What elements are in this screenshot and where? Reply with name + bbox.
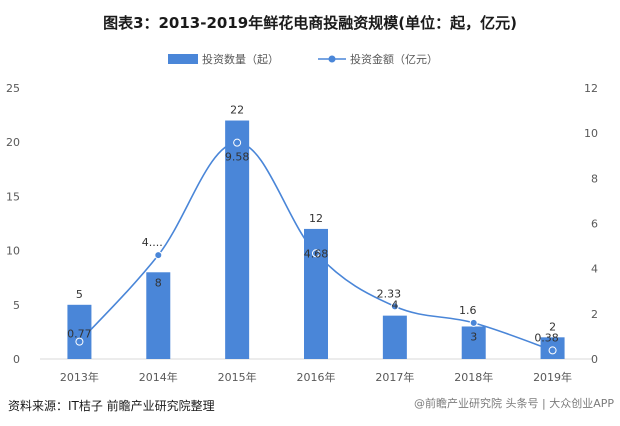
line-point [469, 318, 478, 327]
line-series [75, 138, 557, 355]
bar-value-label: 2 [549, 320, 556, 333]
y-left-tick-label: 5 [13, 299, 20, 312]
bar-value-label: 22 [230, 104, 244, 117]
y-left-tick-label: 0 [13, 353, 20, 366]
bar [382, 315, 407, 359]
line-point [75, 337, 84, 346]
legend-bar-label: 投资数量（起） [202, 52, 279, 66]
bar [67, 304, 92, 359]
bar-value-label: 5 [76, 288, 83, 301]
y-right-tick-label: 6 [591, 218, 598, 231]
y-right-tick-label: 4 [591, 263, 598, 276]
legend-line-label: 投资金额（亿元） [350, 52, 438, 66]
bar [146, 272, 171, 359]
line-value-label: 2.33 [377, 287, 402, 300]
legend: 投资数量（起） 投资金额（亿元） [168, 52, 438, 66]
line-point [390, 302, 399, 311]
y-left-tick-label: 10 [6, 245, 20, 258]
line-value-label: 9.58 [225, 151, 250, 164]
y-left-tick-label: 20 [6, 136, 20, 149]
bar-value-label: 12 [309, 212, 323, 225]
line-value-label: 4.68 [304, 247, 329, 260]
x-tick-label: 2017年 [375, 370, 414, 384]
chart-title: 图表3：2013-2019年鲜花电商投融资规模(单位：起，亿元) [103, 14, 517, 32]
x-tick-label: 2016年 [297, 370, 336, 384]
x-tick-label: 2018年 [454, 370, 493, 384]
bar-value-label: 4 [391, 299, 398, 312]
line-point [312, 249, 320, 258]
x-tick-label: 2015年 [218, 370, 257, 384]
bar-value-label: 3 [470, 330, 477, 343]
y-right-tick-label: 10 [584, 127, 598, 140]
legend-line-marker [328, 55, 336, 63]
y-right-tick-label: 12 [584, 82, 598, 95]
line-point [154, 251, 163, 260]
line-value-label: 0.38 [534, 331, 559, 344]
corner-watermark: @前瞻产业研究院 头条号 | 大众创业APP [414, 397, 614, 410]
bar-value-label: 8 [155, 276, 162, 289]
bar [225, 120, 250, 360]
y-right-tick-label: 8 [591, 172, 598, 185]
line-point [548, 346, 557, 355]
y-left-tick-label: 15 [6, 190, 20, 203]
line-value-label: 0.77 [67, 328, 92, 341]
legend-bar-swatch [168, 54, 198, 64]
bar [461, 326, 486, 359]
x-tick-label: 2019年 [533, 370, 572, 384]
line-value-label: 1.6 [459, 304, 477, 317]
x-tick-label: 2014年 [139, 370, 178, 384]
y-right-tick-label: 2 [591, 308, 598, 321]
line-value-label: 4.... [142, 236, 163, 249]
data-labels: 5 8 22 12 4 3 2 0.77 4.... 9.58 4.68 2.33 1.6 0.38 [67, 104, 559, 345]
source-note: 资料来源：IT桔子 前瞻产业研究院整理 [8, 399, 215, 413]
y-left-tick-label: 25 [6, 82, 20, 95]
x-tick-label: 2013年 [60, 370, 99, 384]
y-right-tick-label: 0 [591, 353, 598, 366]
line-point [233, 138, 242, 147]
